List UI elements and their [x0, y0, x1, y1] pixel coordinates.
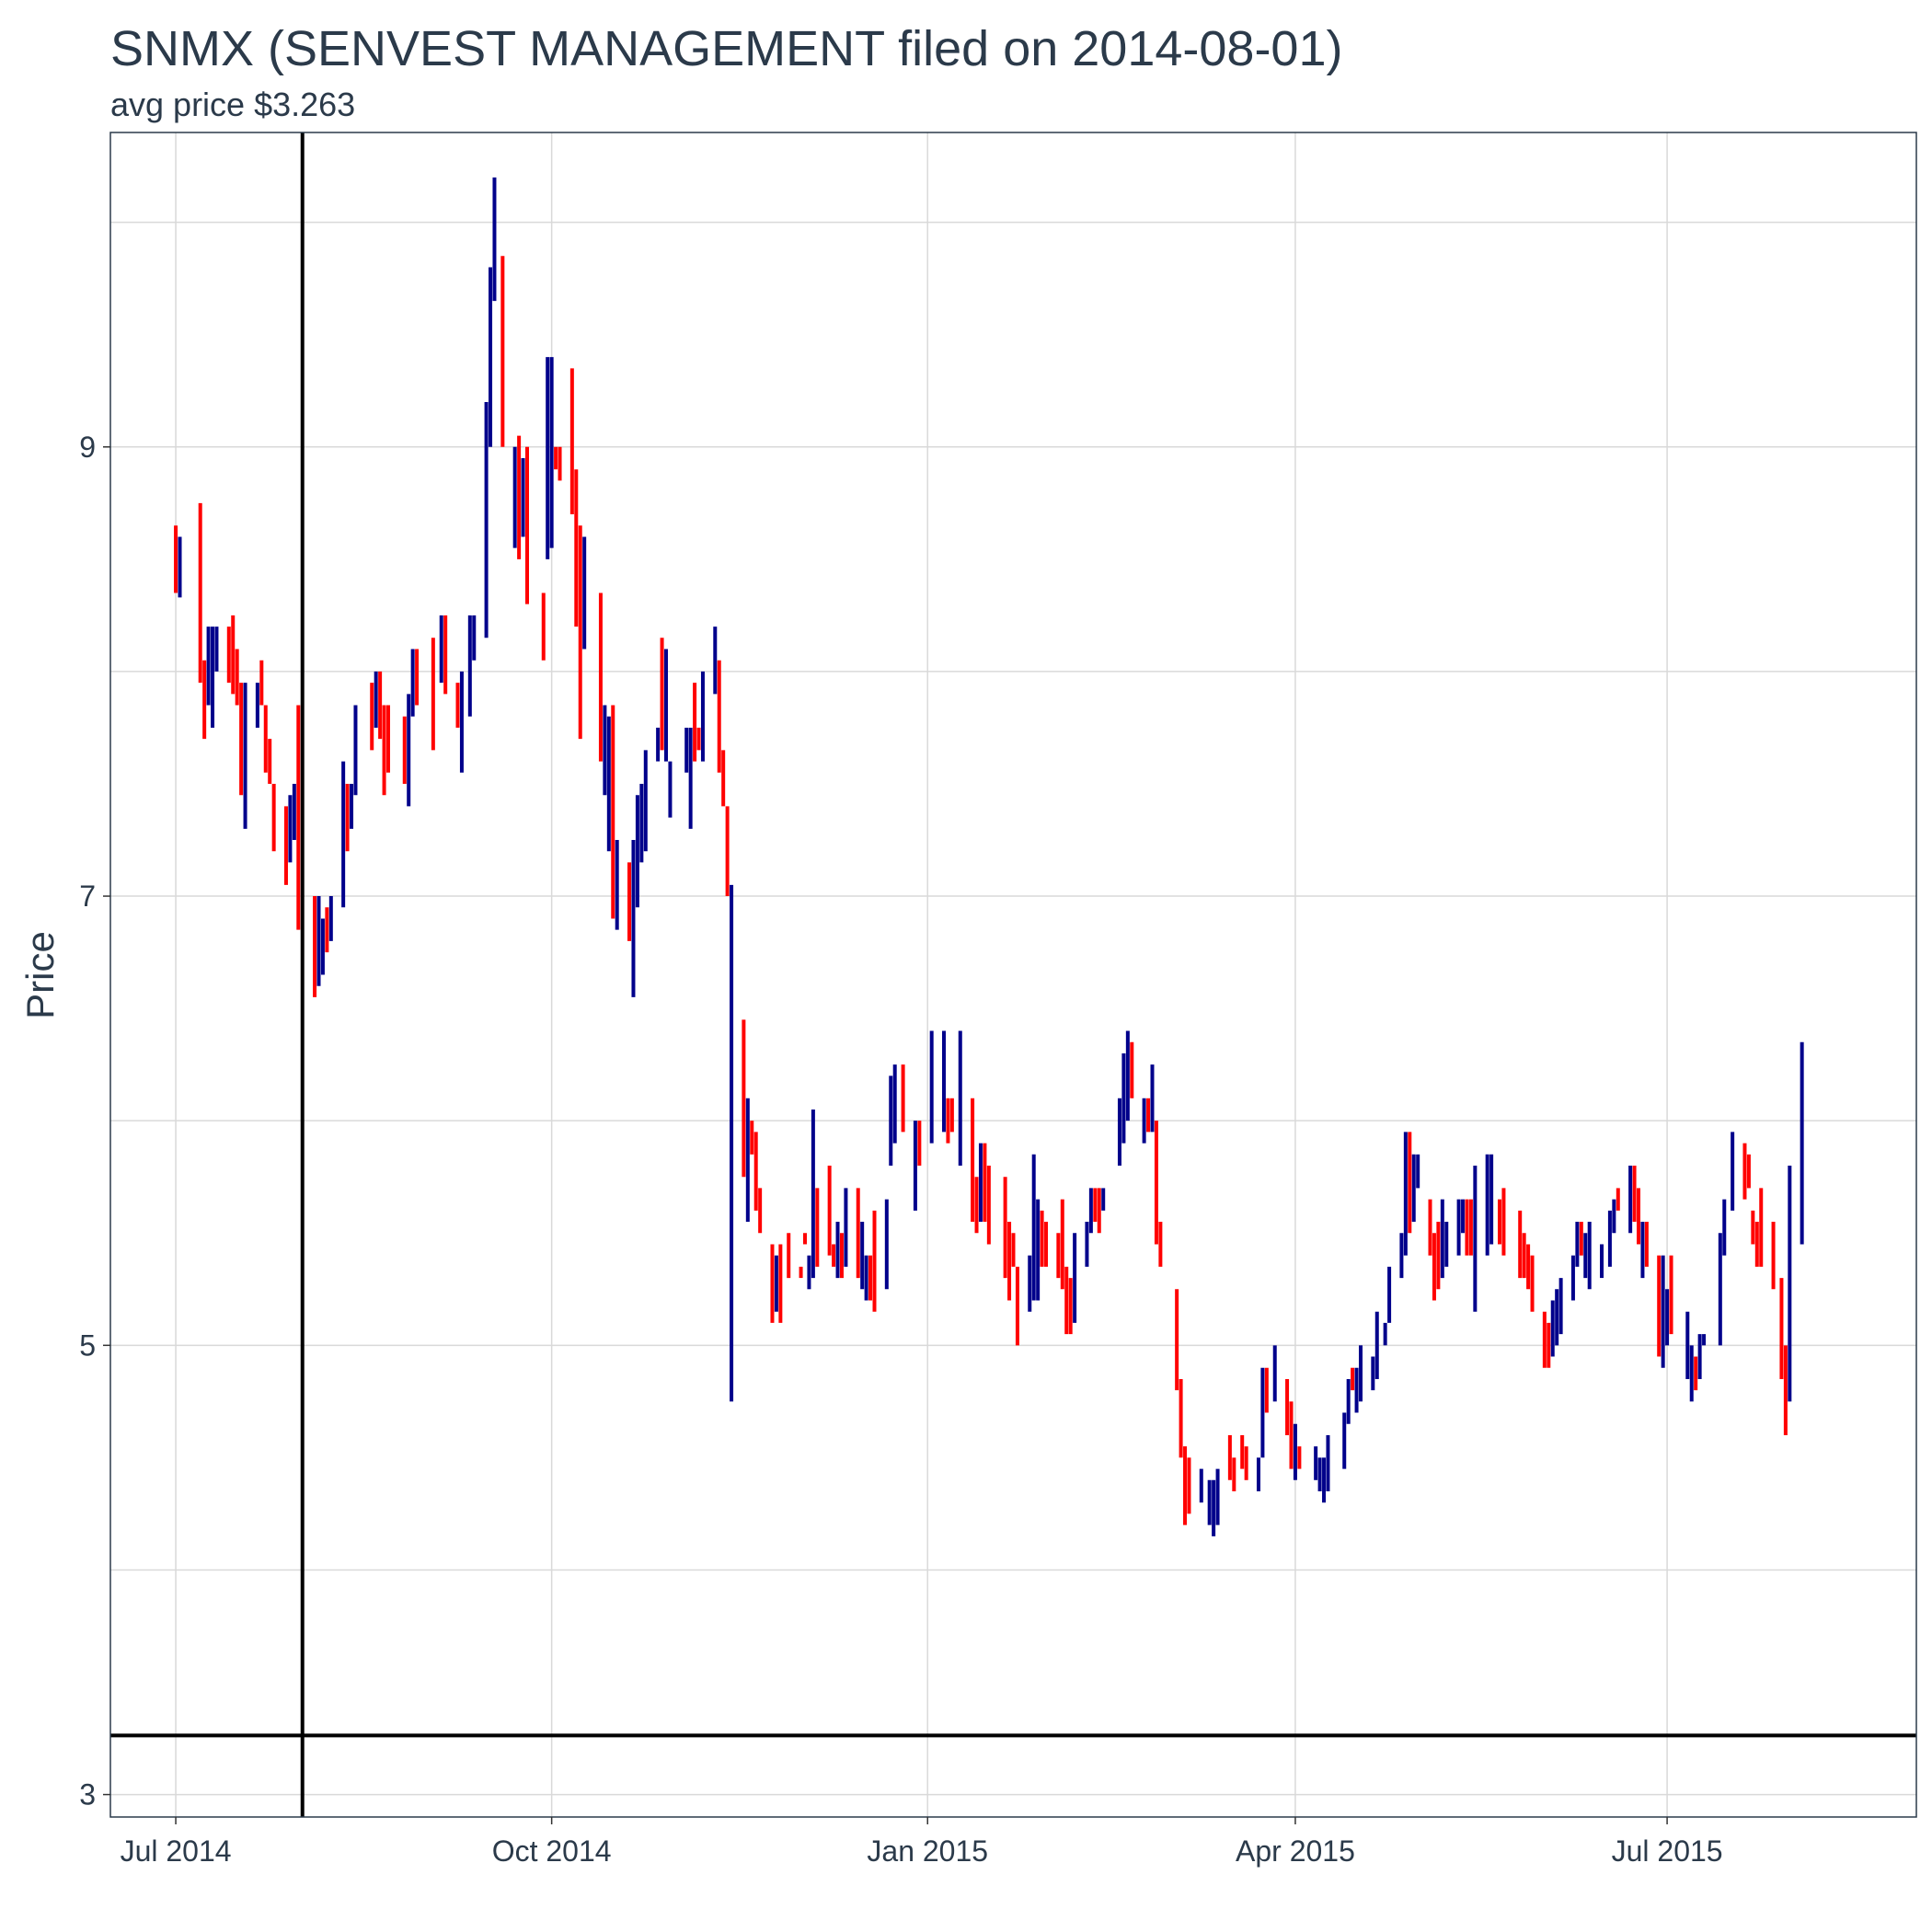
- ohlc-bars: [174, 177, 1804, 1536]
- y-tick-label: 5: [79, 1328, 96, 1362]
- y-tick-label: 9: [79, 431, 96, 464]
- chart-subtitle: avg price $3.263: [110, 86, 356, 123]
- x-tick-label: Jul 2015: [1612, 1834, 1723, 1868]
- x-axis-ticks: Jul 2014 Oct 2014 Jan 2015 Apr 2015 Jul 2015: [121, 1817, 1723, 1868]
- grid-lines: [110, 132, 1916, 1817]
- y-axis-title: Price: [18, 931, 62, 1019]
- y-axis-ticks: 3 5 7 9: [79, 431, 110, 1811]
- x-tick-label: Jul 2014: [121, 1834, 232, 1868]
- y-tick-label: 3: [79, 1778, 96, 1811]
- x-tick-label: Apr 2015: [1236, 1834, 1355, 1868]
- y-tick-label: 7: [79, 880, 96, 913]
- x-tick-label: Jan 2015: [867, 1834, 988, 1868]
- reference-lines: [110, 132, 1916, 1817]
- chart-title: SNMX (SENVEST MANAGEMENT filed on 2014-0…: [110, 21, 1343, 76]
- x-tick-label: Oct 2014: [492, 1834, 612, 1868]
- plot-panel-border: [109, 132, 1917, 1818]
